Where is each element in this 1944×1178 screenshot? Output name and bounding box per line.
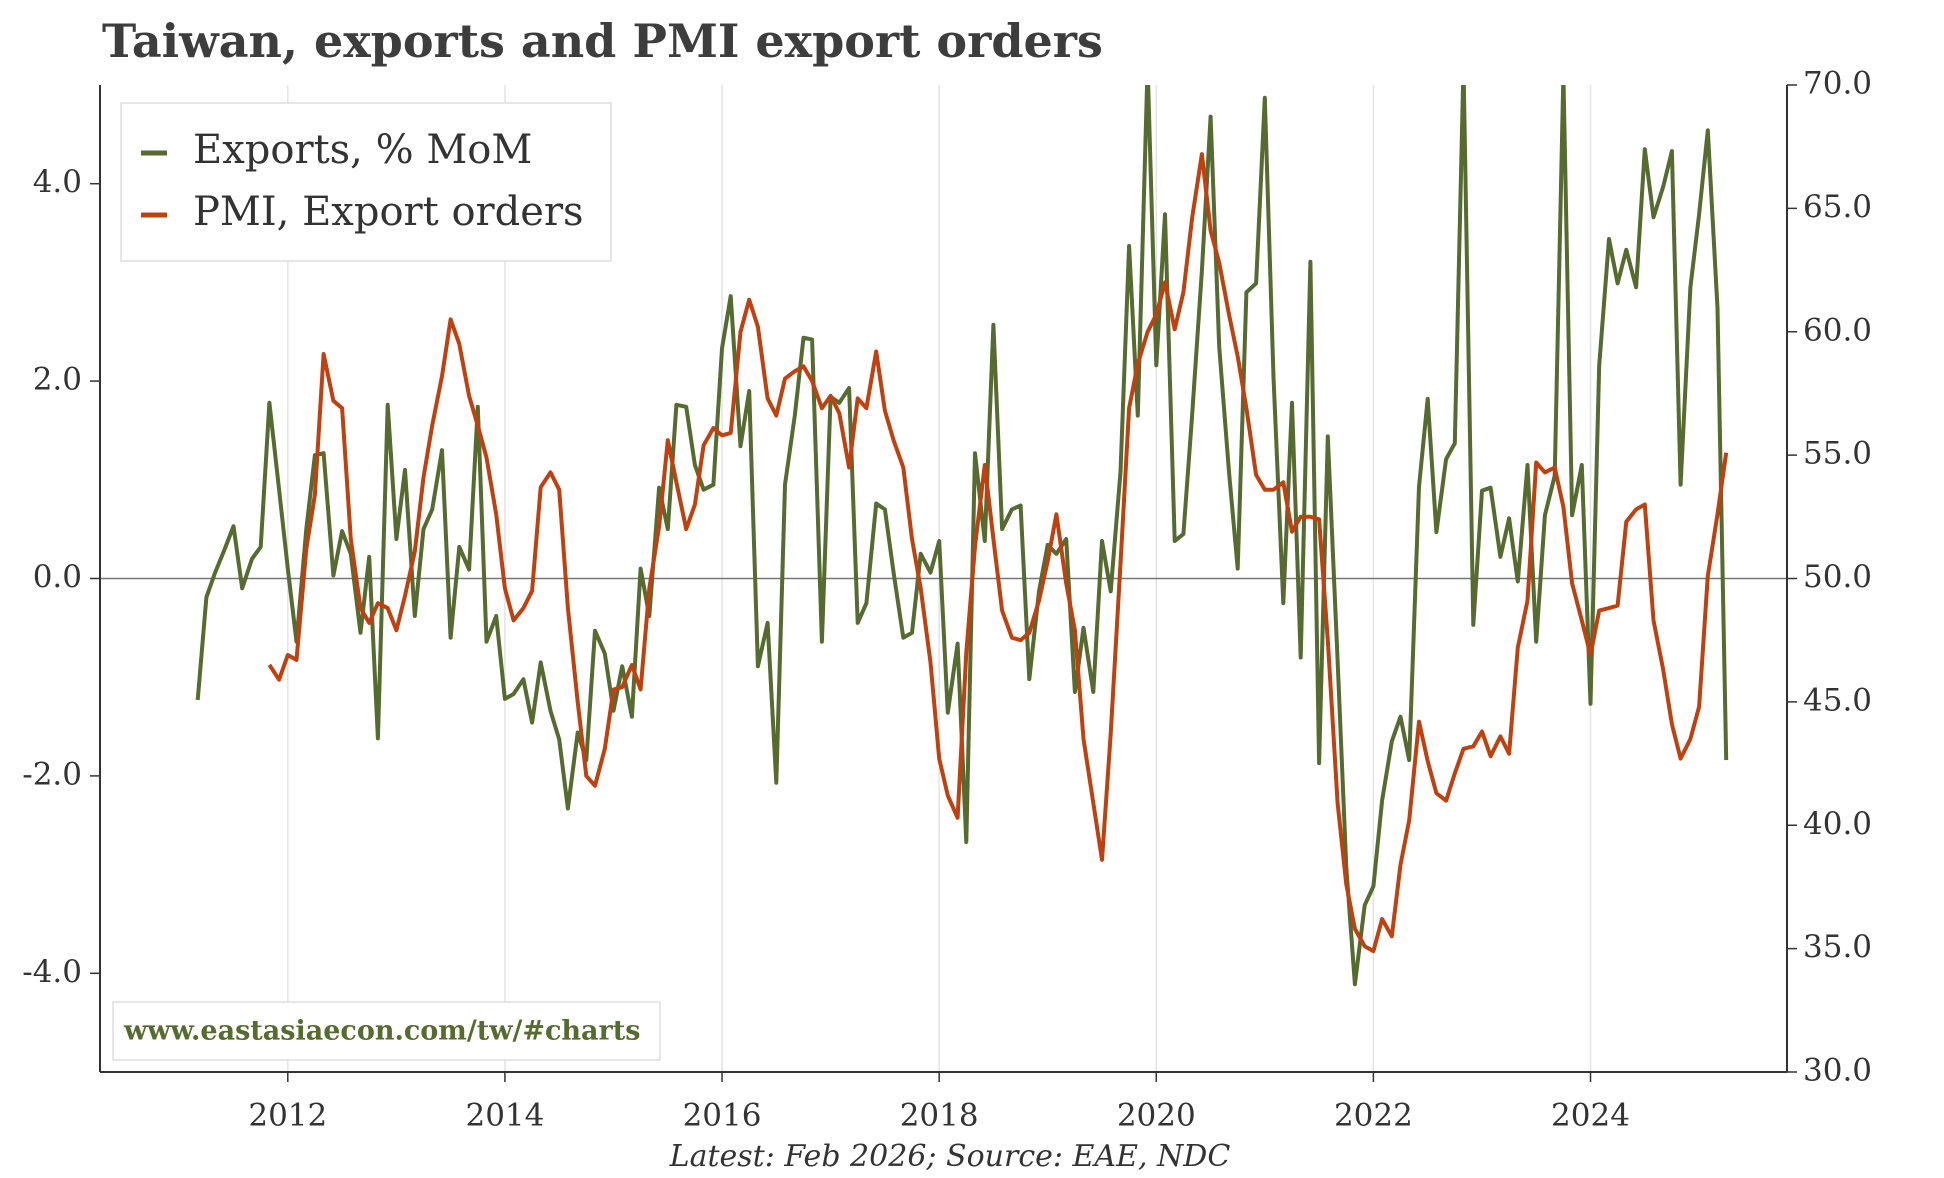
series-line bbox=[267, 152, 1729, 954]
y2-tick-label: 60.0 bbox=[1803, 312, 1872, 348]
x-tick-label: 2018 bbox=[900, 1098, 979, 1134]
y2-tick-label: 70.0 bbox=[1803, 66, 1872, 102]
legend-label: PMI, Export orders bbox=[193, 189, 584, 235]
x-tick-label: 2022 bbox=[1334, 1098, 1413, 1134]
y-tick-label: -4.0 bbox=[22, 954, 82, 990]
y-tick-label: 0.0 bbox=[33, 559, 82, 595]
x-tick-label: 2024 bbox=[1551, 1098, 1630, 1134]
legend-box bbox=[120, 102, 612, 262]
y-tick-label: -2.0 bbox=[22, 756, 82, 792]
x-tick-label: 2016 bbox=[683, 1098, 762, 1134]
watermark-box bbox=[112, 1001, 661, 1061]
y-tick-label: 4.0 bbox=[33, 164, 82, 200]
y2-tick-label: 40.0 bbox=[1803, 806, 1872, 842]
x-tick-label: 2014 bbox=[465, 1098, 544, 1134]
y2-tick-label: 30.0 bbox=[1803, 1053, 1872, 1089]
x-tick-label: 2012 bbox=[248, 1098, 327, 1134]
y-tick-label: 2.0 bbox=[33, 362, 82, 398]
watermark: www.eastasiaecon.com/tw/#charts bbox=[123, 1016, 640, 1047]
x-tick-label: 2020 bbox=[1117, 1098, 1196, 1134]
y2-tick-label: 45.0 bbox=[1803, 682, 1872, 718]
legend-label: Exports, % MoM bbox=[193, 127, 532, 173]
y2-tick-label: 50.0 bbox=[1803, 559, 1872, 595]
chart-title: Taiwan, exports and PMI export orders bbox=[102, 14, 1103, 68]
y2-tick-label: 35.0 bbox=[1803, 929, 1872, 965]
caption: Latest: Feb 2026; Source: EAE, NDC bbox=[669, 1139, 1231, 1174]
y2-tick-label: 55.0 bbox=[1803, 436, 1872, 472]
y2-tick-label: 65.0 bbox=[1803, 189, 1872, 225]
